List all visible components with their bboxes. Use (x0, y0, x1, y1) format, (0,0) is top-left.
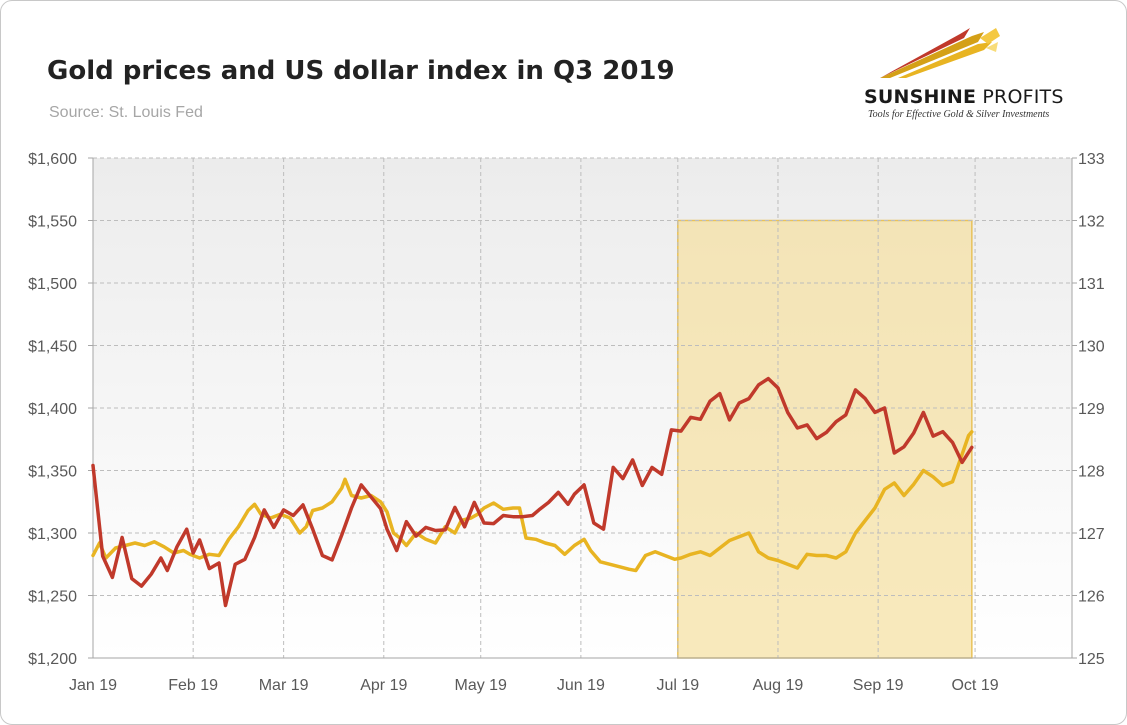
axes (88, 157, 1077, 659)
x-tick-label: Feb 19 (168, 677, 218, 694)
tick-labels: $1,200 125 $1,250 126 $1,300 127 $1,350 128 $1,4… (28, 151, 1105, 694)
x-tick-label: Jun 19 (557, 677, 605, 694)
y-right-tick-label: 132 (1078, 214, 1105, 231)
y-right-tick-label: 129 (1078, 401, 1105, 418)
y-left-tick-label: $1,600 (28, 151, 77, 168)
y-right-tick-label: 133 (1078, 151, 1105, 168)
series-line-0 (91, 430, 974, 573)
chart-title: Gold prices and US dollar index in Q3 20… (47, 56, 675, 86)
y-left-tick-label: $1,400 (28, 401, 77, 418)
q3-highlight-region (677, 219, 973, 659)
logo-tagline: Tools for Effective Gold & Silver Invest… (868, 109, 1050, 120)
series-line-1 (91, 376, 974, 608)
y-right-tick-label: 131 (1078, 276, 1105, 293)
logo-swoosh-icon (880, 28, 1000, 78)
y-right-tick-label: 126 (1078, 589, 1105, 606)
y-right-tick-label: 125 (1078, 651, 1105, 668)
y-left-tick-label: $1,550 (28, 214, 77, 231)
y-right-tick-label: 130 (1078, 339, 1105, 356)
y-left-tick-label: $1,250 (28, 589, 77, 606)
y-left-tick-label: $1,500 (28, 276, 77, 293)
y-right-tick-label: 128 (1078, 464, 1105, 481)
y-right-tick-label: 127 (1078, 526, 1105, 543)
y-left-tick-label: $1,350 (28, 464, 77, 481)
chart-subtitle: Source: St. Louis Fed (49, 104, 203, 121)
x-tick-label: Oct 19 (951, 677, 998, 694)
series-group (91, 376, 974, 608)
logo-name: SUNSHINE PROFITS (864, 86, 1064, 108)
y-left-tick-label: $1,300 (28, 526, 77, 543)
x-tick-label: Jul 19 (656, 677, 699, 694)
x-tick-label: Mar 19 (259, 677, 309, 694)
x-tick-label: May 19 (454, 677, 507, 694)
x-tick-label: Apr 19 (360, 677, 407, 694)
x-tick-label: Jan 19 (69, 677, 117, 694)
y-left-tick-label: $1,450 (28, 339, 77, 356)
x-tick-label: Aug 19 (753, 677, 804, 694)
y-left-tick-label: $1,200 (28, 651, 77, 668)
x-tick-label: Sep 19 (853, 677, 904, 694)
sunshine-profits-logo: SUNSHINE PROFITS Tools for Effective Gol… (860, 22, 1080, 126)
